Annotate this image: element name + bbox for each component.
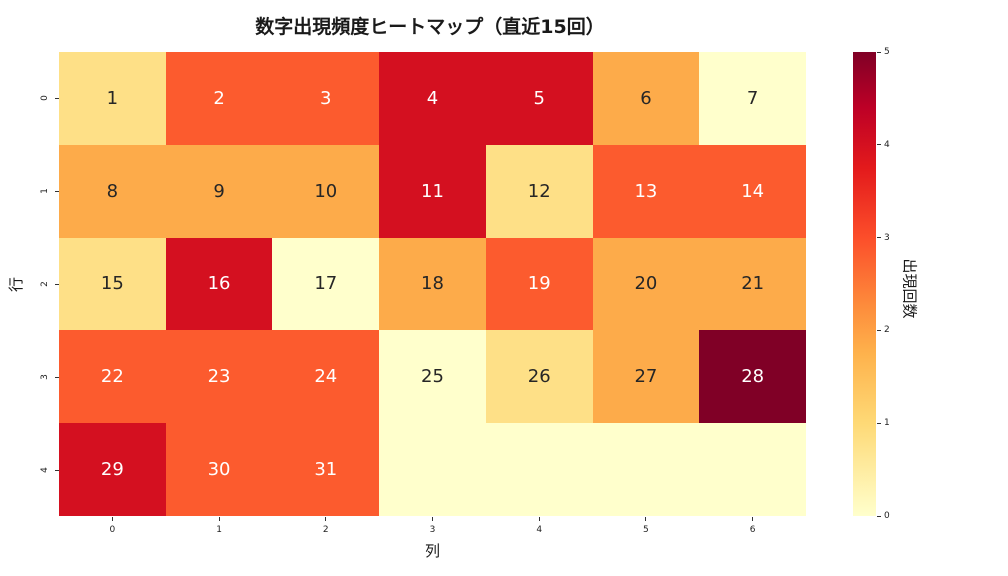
colorbar-tick-label: 4 xyxy=(877,139,890,151)
heatmap-cell: 22 xyxy=(59,330,166,424)
heatmap-cell: 14 xyxy=(699,144,806,238)
heatmap-cell: 28 xyxy=(699,330,806,424)
colorbar-tick-label: 3 xyxy=(877,232,890,244)
heatmap-cell: 17 xyxy=(272,237,380,331)
x-tick-label: 3 xyxy=(423,517,443,535)
colorbar-tick-label: 0 xyxy=(877,510,890,522)
heatmap-cell: 13 xyxy=(592,144,700,238)
y-tick-mark xyxy=(55,469,59,471)
heatmap-cell: 10 xyxy=(272,144,380,238)
heatmap-cell: 4 xyxy=(379,52,486,145)
heatmap-cell: 18 xyxy=(379,237,486,331)
heatmap-cell xyxy=(699,423,806,516)
heatmap-cell xyxy=(592,423,700,516)
x-tick-label: 1 xyxy=(209,517,229,535)
y-tick-label: 1 xyxy=(40,188,50,195)
heatmap-cell: 2 xyxy=(165,52,273,145)
heatmap-cell: 6 xyxy=(592,52,700,145)
heatmap-cell: 21 xyxy=(699,237,806,331)
heatmap-cell: 29 xyxy=(59,423,166,516)
y-tick-label: 4 xyxy=(40,466,50,473)
heatmap-grid: 1 2 3 4 5 6 7 8 9 10 11 12 13 14 15 16 17 18 19 20 21 22 23 24 2… xyxy=(59,52,806,516)
heatmap-cell: 9 xyxy=(165,144,273,238)
y-tick-mark xyxy=(55,98,59,100)
colorbar-label: 出現回数 xyxy=(900,258,919,319)
heatmap-cell: 25 xyxy=(379,330,486,424)
y-tick-mark xyxy=(55,191,59,193)
heatmap-cell: 5 xyxy=(485,52,593,145)
x-tick-label: 0 xyxy=(102,517,122,535)
heatmap-cell: 19 xyxy=(485,237,593,331)
y-tick-mark xyxy=(55,376,59,378)
y-tick-label: 2 xyxy=(40,281,50,287)
heatmap-cell: 30 xyxy=(165,423,273,516)
heatmap-cell xyxy=(485,423,593,516)
heatmap-cell: 3 xyxy=(272,52,380,145)
colorbar-tick-label: 1 xyxy=(877,417,890,429)
x-tick-label: 4 xyxy=(529,517,549,535)
heatmap-cell: 15 xyxy=(59,237,166,331)
chart-title: 数字出現頻度ヒートマップ（直近15回） xyxy=(255,16,605,38)
y-tick-label: 3 xyxy=(40,373,50,380)
heatmap-cell: 12 xyxy=(485,144,593,238)
y-axis-label: 行 xyxy=(7,276,26,293)
heatmap-cell: 1 xyxy=(59,52,166,145)
heatmap-cell: 8 xyxy=(59,144,166,238)
colorbar xyxy=(853,52,876,516)
y-tick-label: 0 xyxy=(40,95,50,102)
heatmap-cell: 27 xyxy=(592,330,700,424)
x-tick-label: 6 xyxy=(743,517,763,535)
heatmap-cell: 31 xyxy=(272,423,380,516)
heatmap-cell: 23 xyxy=(165,330,273,424)
x-tick-label: 2 xyxy=(316,517,336,535)
colorbar-tick-label: 5 xyxy=(877,46,890,58)
heatmap-cell: 20 xyxy=(592,237,700,331)
x-tick-label: 5 xyxy=(636,517,656,535)
heatmap-cell xyxy=(379,423,486,516)
x-axis-label: 列 xyxy=(424,542,440,560)
heatmap-cell: 24 xyxy=(272,330,380,424)
heatmap-cell: 7 xyxy=(699,52,806,145)
colorbar-tick-label: 2 xyxy=(877,324,890,336)
heatmap-cell: 26 xyxy=(485,330,593,424)
y-tick-mark xyxy=(55,284,59,285)
heatmap-cell: 16 xyxy=(165,237,273,331)
heatmap-cell: 11 xyxy=(379,144,486,238)
